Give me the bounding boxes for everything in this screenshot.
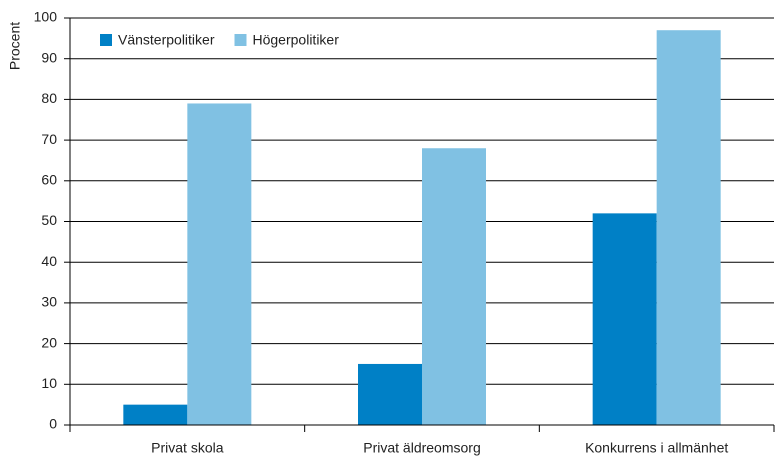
y-tick-label: 100 bbox=[34, 9, 58, 25]
y-tick-label: 60 bbox=[41, 172, 57, 188]
y-tick-label: 90 bbox=[41, 49, 57, 65]
y-tick-label: 80 bbox=[41, 90, 57, 106]
bar bbox=[123, 404, 188, 425]
x-tick-label: Privat skola bbox=[151, 440, 224, 456]
y-tick-label: 50 bbox=[41, 212, 57, 228]
bar bbox=[592, 213, 657, 425]
x-tick-label: Privat äldreomsorg bbox=[363, 440, 481, 456]
legend-swatch bbox=[234, 34, 247, 46]
y-tick-label: 30 bbox=[41, 294, 57, 310]
bar bbox=[187, 103, 252, 425]
legend-swatch bbox=[100, 34, 112, 46]
bar bbox=[422, 148, 486, 426]
y-tick-label: 10 bbox=[41, 375, 57, 391]
legend-label: Högerpolitiker bbox=[253, 32, 340, 48]
bar bbox=[656, 30, 721, 426]
y-axis-label: Procent bbox=[7, 22, 23, 70]
y-tick-label: 40 bbox=[41, 253, 57, 269]
legend-label: Vänsterpolitiker bbox=[118, 32, 215, 48]
y-tick-label: 20 bbox=[41, 334, 57, 350]
y-tick-label: 0 bbox=[49, 416, 57, 432]
x-tick-label: Konkurrens i allmänhet bbox=[585, 440, 728, 456]
bar bbox=[358, 363, 422, 425]
y-tick-label: 70 bbox=[41, 131, 57, 147]
